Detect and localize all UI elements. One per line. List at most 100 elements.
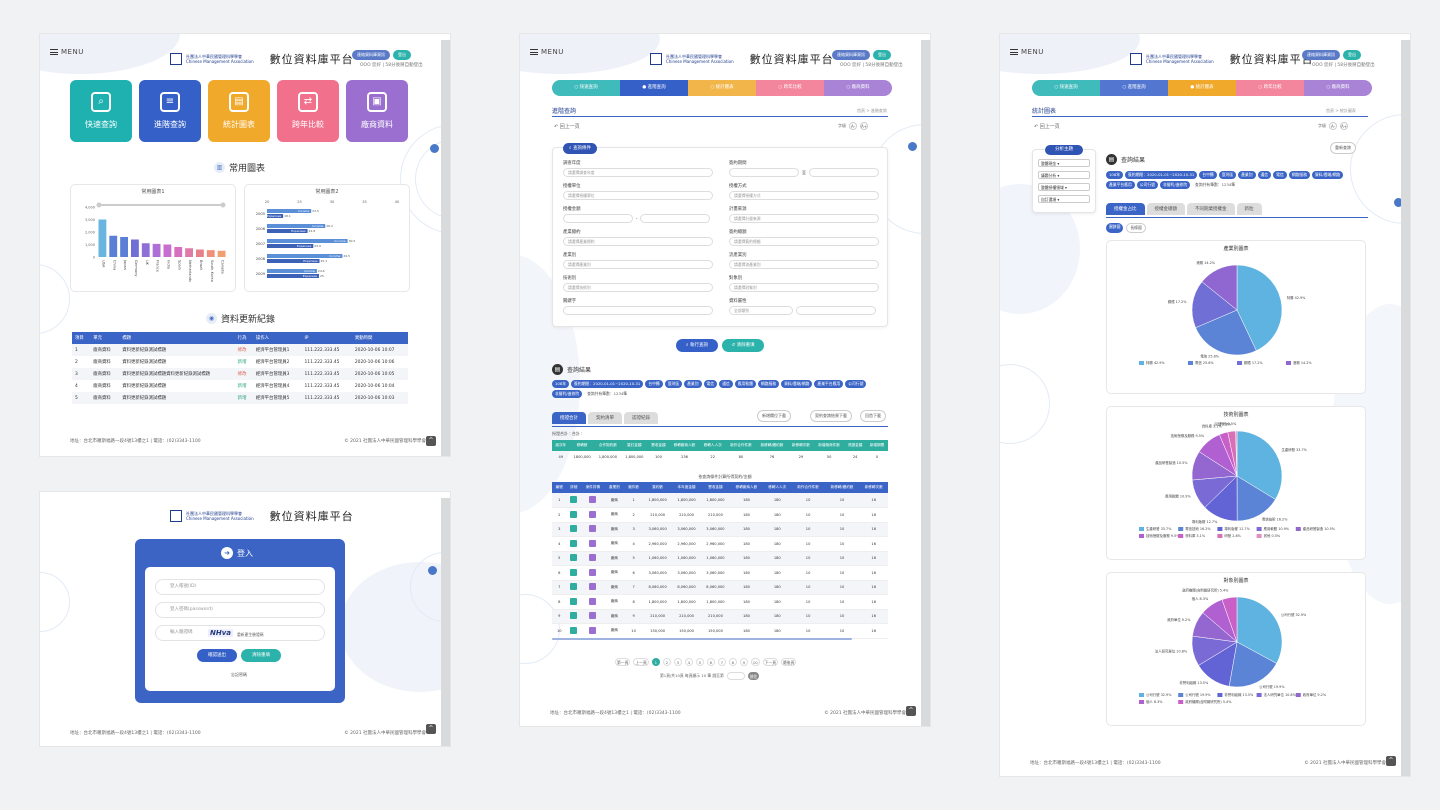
menu-button[interactable]: MENU [1010, 48, 1044, 56]
field-input[interactable]: 請選擇對象別 [729, 283, 879, 292]
case-icon[interactable] [589, 626, 597, 634]
field-input[interactable]: 請選擇流產業別 [729, 260, 879, 269]
logout-button[interactable]: 登出 [393, 50, 411, 60]
page-button[interactable]: 下一頁 [762, 658, 779, 666]
tile-5[interactable]: ▣ 廠商資料 [346, 80, 408, 142]
pie-slice[interactable] [1236, 264, 1283, 351]
font-small-button[interactable]: A- [849, 122, 857, 130]
field-input[interactable]: 請選擇簽約總額 [729, 237, 879, 246]
detail-icon[interactable] [570, 612, 578, 620]
chart-tab-2[interactable]: 授權金總額 [1146, 203, 1185, 215]
analysis-select[interactable]: 整體現金 ▾ [1038, 159, 1090, 167]
case-icon[interactable] [589, 554, 597, 562]
field-input[interactable] [563, 306, 713, 315]
table-row[interactable]: 2 廠商資料 資料更新紀錄測試標題 新增 經濟平台管理員2 111.222.333.45 2… [72, 356, 408, 368]
case-icon[interactable] [589, 525, 597, 533]
field-input[interactable]: 請選擇授權方式 [729, 191, 879, 200]
font-large-button[interactable]: A+ [1340, 122, 1348, 130]
refresh-captcha-link[interactable]: 重新產生驗證碼 [237, 632, 264, 637]
table-row[interactable]: 5 廠商 5 1,060,000 1,060,000 1,060,000 180 180 10 1… [552, 551, 888, 566]
forgot-password-link[interactable]: 忘記密碼 [231, 672, 247, 677]
captcha-input[interactable]: 輸入驗證碼 [155, 625, 325, 641]
download-button-3[interactable]: 回首下載 [860, 410, 886, 422]
contact-button[interactable]: 連絡資料庫資訊 [352, 50, 390, 60]
chart-tab-4[interactable]: 新粒 [1236, 203, 1262, 215]
search-button[interactable]: ⌕ 執行查詢 [676, 339, 718, 352]
table-row[interactable]: 1 廠商 1 1,800,000 1,800,000 1,800,000 180 180 10 1… [552, 493, 888, 508]
page-button[interactable]: 8 [728, 658, 737, 666]
page-button[interactable]: 最後頁 [781, 658, 797, 666]
contact-button[interactable]: 連絡資料庫資訊 [832, 50, 870, 60]
back-to-top-button[interactable]: ^ [426, 436, 436, 446]
page-button[interactable]: 9 [739, 658, 748, 666]
detail-icon[interactable] [570, 583, 578, 591]
page-button[interactable]: 第一頁 [615, 658, 631, 666]
detail-icon[interactable] [570, 568, 578, 576]
tile-1[interactable]: ⌕ 快速查詢 [70, 80, 132, 142]
font-large-button[interactable]: A+ [860, 122, 868, 130]
tab-2[interactable]: ● 進階查詢 [620, 80, 688, 96]
pie-slice[interactable] [1235, 430, 1238, 477]
account-input[interactable]: 登入帳號(ID) [155, 579, 325, 595]
clear-button[interactable]: 清除重填 [241, 649, 281, 662]
case-icon[interactable] [589, 583, 597, 591]
page-button[interactable]: 2 [662, 658, 671, 666]
pie-slice[interactable] [1236, 430, 1283, 500]
table-scrollbar[interactable] [552, 638, 852, 640]
analysis-select[interactable]: 自訂選項 ▾ [1038, 195, 1090, 203]
case-icon[interactable] [589, 510, 597, 518]
table-row[interactable]: 6 廠商 6 3,060,000 3,060,000 3,060,000 180 180 10 1… [552, 565, 888, 581]
page-button[interactable]: 3 [673, 658, 682, 666]
field-input[interactable]: 請選擇技術別 [563, 283, 713, 292]
tile-2[interactable]: ≡ 進階查詢 [139, 80, 201, 142]
tab-3[interactable]: ● 統計圖表 [1168, 80, 1236, 96]
page-button[interactable]: 10 [750, 658, 760, 666]
back-to-top-button[interactable]: ^ [1386, 756, 1396, 766]
table-row[interactable]: 7 廠商 7 8,060,000 8,060,000 8,060,000 180 180 10 1… [552, 580, 888, 595]
table-row[interactable]: 2 廠商 2 210,000 210,000 210,000 180 180 10 10 16 [552, 507, 888, 523]
attribute-select[interactable]: 全部類別 [729, 306, 793, 315]
back-link[interactable]: ↶ 回上一頁 [1034, 124, 1060, 130]
tile-4[interactable]: ⇄ 跨年比較 [277, 80, 339, 142]
back-link[interactable]: ↶ 回上一頁 [554, 124, 580, 130]
result-tab-1[interactable]: 授證合計 [552, 412, 586, 424]
menu-button[interactable]: MENU [530, 48, 564, 56]
table-row[interactable]: 3 廠商資料 資料更新紀錄測試標題資料更新紀錄測試標題 修改 經濟平台管理員3 111.2… [72, 368, 408, 380]
range-end-input[interactable] [809, 168, 879, 177]
page-button[interactable]: 上一頁 [633, 658, 649, 666]
table-row[interactable]: 9 廠商 9 210,000 210,000 210,000 180 180 10 10 16 [552, 609, 888, 624]
tab-5[interactable]: ○ 廠商資料 [1304, 80, 1372, 96]
chart-tab-3[interactable]: 不同期業授權金 [1187, 203, 1235, 215]
field-input[interactable]: 請選擇計畫來源 [729, 214, 879, 223]
page-button[interactable]: 1 [651, 658, 660, 666]
back-to-top-button[interactable]: ^ [906, 706, 916, 716]
analysis-select[interactable]: 整體授權領域 ▾ [1038, 183, 1090, 191]
contact-button[interactable]: 連絡資料庫資訊 [1302, 50, 1340, 60]
logout-button[interactable]: 登出 [873, 50, 891, 60]
password-input[interactable]: 登入密碼(password) [155, 602, 325, 618]
table-row[interactable]: 4 廠商資料 資料更新紀錄測試標題 新增 經濟平台管理員4 111.222.333.45 2… [72, 380, 408, 392]
case-icon[interactable] [589, 597, 597, 605]
page-button[interactable]: 4 [684, 658, 693, 666]
page-go-button[interactable]: 前往 [747, 672, 760, 680]
detail-icon[interactable] [570, 510, 578, 518]
field-input[interactable]: 請選擇產業別 [563, 260, 713, 269]
table-row[interactable]: 10 廠商 10 150,000 150,000 150,000 180 180 10 10 16 [552, 623, 888, 639]
back-to-top-button[interactable]: ^ [426, 724, 436, 734]
tab-1[interactable]: ○ 快速查詢 [1032, 80, 1100, 96]
pie-slice[interactable] [1221, 596, 1238, 643]
case-icon[interactable] [589, 496, 597, 503]
field-input[interactable]: 請選擇產業總約 [563, 237, 713, 246]
tab-4[interactable]: ○ 跨年比較 [1236, 80, 1304, 96]
attribute-subselect[interactable] [796, 306, 876, 315]
font-small-button[interactable]: A- [1329, 122, 1337, 130]
chart-tab-1[interactable]: 授權金占比 [1106, 203, 1145, 215]
detail-icon[interactable] [570, 554, 578, 562]
confirm-button[interactable]: 確認送出 [197, 649, 237, 662]
table-row[interactable]: 5 廠商資料 資料更新紀錄測試標題 新增 經濟平台管理員5 111.222.333.45 2… [72, 392, 408, 404]
range-end-input[interactable] [640, 214, 711, 223]
download-button-1[interactable]: 新增欄位下載 [757, 410, 791, 422]
case-icon[interactable] [589, 539, 597, 547]
range-start-input[interactable] [729, 168, 799, 177]
range-handle-left[interactable] [96, 202, 102, 208]
